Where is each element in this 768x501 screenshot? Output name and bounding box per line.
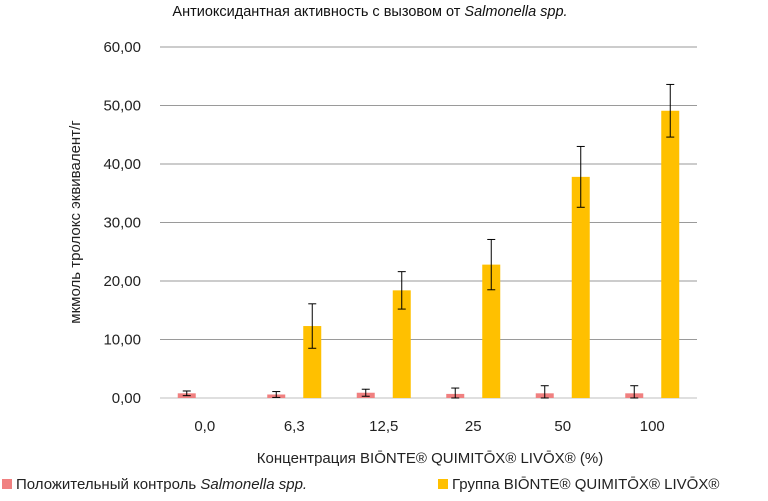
- y-tick-label: 10,00: [103, 332, 141, 349]
- bar-group: [571, 176, 590, 398]
- x-axis-title: Концентрация BIŌNTE® QUIMITŌX® LIVŌX® (%…: [257, 450, 603, 467]
- x-tick-label: 12,5: [369, 418, 398, 435]
- legend-label-control: Положительный контроль Salmonella spp.: [16, 476, 307, 493]
- y-tick-label: 30,00: [103, 215, 141, 232]
- x-tick-label: 50: [554, 418, 571, 435]
- bar-group: [661, 110, 680, 398]
- bar-group: [303, 326, 322, 398]
- gridlines: [160, 46, 697, 399]
- y-tick-label: 0,00: [112, 390, 141, 407]
- bar-group: [482, 264, 501, 398]
- chart-title: Антиоксидантная активность с вызовом от …: [172, 4, 567, 20]
- bars: [177, 110, 680, 398]
- legend: Положительный контроль Salmonella spp. Г…: [2, 476, 719, 493]
- x-tick-label: 0,0: [194, 418, 215, 435]
- y-tick-label: 60,00: [103, 39, 141, 56]
- legend-label-control-italic: Salmonella spp.: [200, 476, 307, 493]
- chart-title-main: Антиоксидантная активность с вызовом от: [172, 4, 464, 20]
- x-axis-ticks: 0,0 6,3 12,5 25 50 100: [194, 418, 664, 435]
- y-tick-label: 50,00: [103, 98, 141, 115]
- legend-swatch-control: [2, 479, 12, 489]
- chart-title-italic: Salmonella spp.: [464, 4, 567, 20]
- bar-group: [392, 290, 411, 398]
- x-tick-label: 100: [640, 418, 665, 435]
- legend-label-group: Группа BIŌNTE® QUIMITŌX® LIVŌX®: [452, 476, 719, 493]
- x-tick-label: 6,3: [284, 418, 305, 435]
- legend-swatch-group: [438, 479, 448, 489]
- y-tick-label: 20,00: [103, 273, 141, 290]
- x-tick-label: 25: [465, 418, 482, 435]
- y-axis-ticks: 0,00 10,00 20,00 30,00 40,00 50,00 60,00: [103, 39, 141, 407]
- error-bars: [182, 83, 675, 399]
- y-tick-label: 40,00: [103, 156, 141, 173]
- y-axis-title: мкмоль тролокс эквивалент/г: [67, 120, 84, 324]
- legend-label-control-main: Положительный контроль: [16, 476, 200, 493]
